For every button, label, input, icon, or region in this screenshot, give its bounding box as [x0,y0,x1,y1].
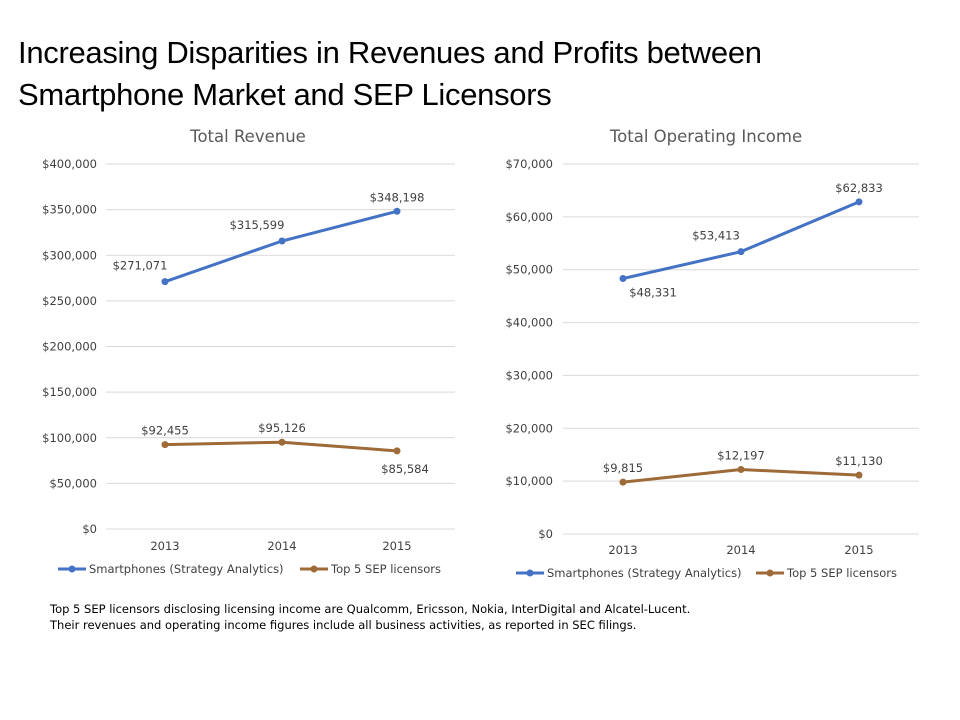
y-tick-label: $150,000 [42,385,97,399]
data-point-smartphones [737,248,745,256]
data-point-smartphones [855,198,863,206]
data-label: $53,413 [692,229,740,243]
y-tick-label: $100,000 [42,431,97,445]
chart-title: Total Revenue [189,127,306,146]
y-tick-label: $60,000 [505,210,553,224]
y-tick-label: $0 [538,527,553,541]
y-tick-label: $50,000 [49,476,97,490]
slide-title: Increasing Disparities in Revenues and P… [18,32,938,116]
data-point-smartphones [393,207,401,215]
slide-title-line-2: Smartphone Market and SEP Licensors [18,77,552,112]
y-tick-label: $40,000 [505,316,553,330]
revenue-chart: Total Revenue $0 $50,000 $100,000 $150,000 $2… [42,127,455,576]
y-tick-label: $250,000 [42,294,97,308]
data-point-sep-licensors [619,478,627,486]
data-label: $95,126 [258,421,306,435]
data-label: $62,833 [835,181,883,195]
x-tick-label: 2015 [844,543,873,557]
data-label: $348,198 [370,190,425,204]
x-tick-label: 2015 [382,539,411,553]
y-tick-label: $300,000 [42,248,97,262]
legend-label-smartphones: Smartphones (Strategy Analytics) [547,566,742,580]
y-tick-label: $0 [82,522,97,536]
x-tick-label: 2014 [267,539,296,553]
x-tick-label: 2013 [150,539,179,553]
data-point-smartphones [619,275,627,283]
footnote-line-2: Their revenues and operating income figu… [50,618,637,632]
y-tick-label: $30,000 [505,368,553,382]
data-point-sep-licensors [161,441,169,449]
y-tick-label: $10,000 [505,474,553,488]
legend-marker-smartphones [68,565,76,573]
data-point-sep-licensors [855,471,863,479]
legend-marker-sep-licensors [310,565,318,573]
series-line-smartphones [621,200,861,281]
operating-income-chart: Total Operating Income $0 $10,000 $20,000 $3… [505,127,919,580]
data-point-smartphones [278,237,286,245]
y-tick-label: $50,000 [505,263,553,277]
chart-title: Total Operating Income [609,127,802,146]
legend-marker-smartphones [526,569,534,577]
data-point-sep-licensors [737,466,745,474]
data-label: $271,071 [113,259,168,273]
y-tick-label: $400,000 [42,157,97,171]
legend-label-sep-licensors: Top 5 SEP licensors [330,562,441,576]
data-point-sep-licensors [393,447,401,455]
legend-marker-sep-licensors [766,569,774,577]
x-tick-label: 2013 [608,543,637,557]
legend-label-sep-licensors: Top 5 SEP licensors [786,566,897,580]
data-label: $48,331 [629,286,677,300]
y-tick-label: $350,000 [42,203,97,217]
data-point-sep-licensors [278,438,286,446]
x-tick-label: 2014 [726,543,755,557]
y-tick-label: $20,000 [505,421,553,435]
y-tick-label: $200,000 [42,340,97,354]
data-label: $315,599 [230,218,285,232]
data-label: $9,815 [603,461,643,475]
footnote: Top 5 SEP licensors disclosing licensing… [50,601,930,633]
footnote-line-1: Top 5 SEP licensors disclosing licensing… [50,602,691,616]
data-label: $11,130 [835,454,883,468]
data-label: $92,455 [141,424,189,438]
legend-label-smartphones: Smartphones (Strategy Analytics) [89,562,284,576]
data-label: $85,584 [381,462,429,476]
data-label: $12,197 [717,449,765,463]
data-point-smartphones [161,278,169,286]
slide-title-line-1: Increasing Disparities in Revenues and P… [18,35,762,70]
y-tick-label: $70,000 [505,157,553,171]
